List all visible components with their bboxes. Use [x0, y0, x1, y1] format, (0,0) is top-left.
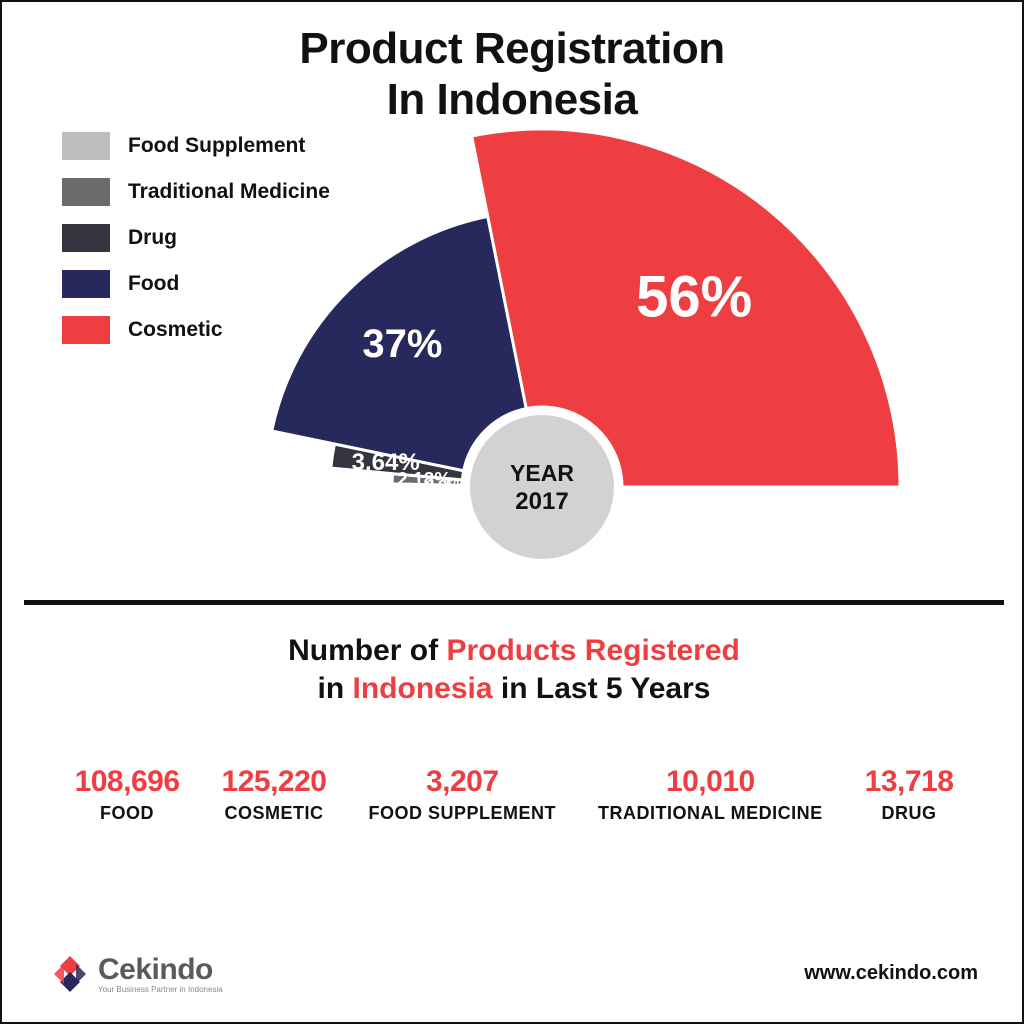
stat-label: FOOD [75, 803, 180, 824]
fan-slice-label: 37% [362, 322, 442, 366]
stat-value: 13,718 [865, 765, 954, 799]
chart-zone: Food SupplementTraditional MedicineDrugF… [2, 122, 1024, 582]
stat-value: 125,220 [222, 765, 327, 799]
stats-title-highlight: Indonesia [353, 672, 493, 705]
legend-swatch [62, 178, 110, 206]
page-title: Product Registration In Indonesia [2, 24, 1022, 125]
stat-item: 125,220 COSMETIC [222, 765, 327, 824]
stat-item: 10,010 TRADITIONAL MEDICINE [598, 765, 823, 824]
stat-value: 10,010 [598, 765, 823, 799]
legend-swatch [62, 224, 110, 252]
stat-item: 108,696 FOOD [75, 765, 180, 824]
logo-text-block: Cekindo Your Business Partner in Indones… [98, 953, 223, 994]
logo-text: Cekindo [98, 953, 223, 987]
fan-slice-label: 56% [636, 265, 752, 330]
stat-label: DRUG [865, 803, 954, 824]
logo-mark-icon [50, 954, 90, 994]
stat-value: 108,696 [75, 765, 180, 799]
stat-label: FOOD SUPPLEMENT [368, 803, 556, 824]
fan-chart: YEAR20170.65%2.18%3.64%37%56% [282, 112, 1002, 592]
stat-label: COSMETIC [222, 803, 327, 824]
legend-label: Food [128, 272, 179, 296]
stats-title: Number of Products Registered in Indones… [2, 632, 1024, 707]
title-line-1: Product Registration [299, 24, 724, 73]
footer-url: www.cekindo.com [804, 962, 978, 985]
legend-swatch [62, 270, 110, 298]
stat-label: TRADITIONAL MEDICINE [598, 803, 823, 824]
footer: Cekindo Your Business Partner in Indones… [2, 953, 1024, 994]
stats-row: 108,696 FOOD 125,220 COSMETIC 3,207 FOOD SUPP… [2, 765, 1024, 824]
stats-title-part: in [318, 672, 353, 705]
legend-swatch [62, 316, 110, 344]
stats-title-highlight: Products Registered [446, 634, 739, 667]
fan-hub-label: 2017 [515, 488, 568, 515]
legend-label: Food Supplement [128, 134, 305, 158]
section-divider [24, 600, 1004, 605]
fan-hub-label: YEAR [510, 460, 574, 486]
stats-title-part: Number of [288, 634, 446, 667]
fan-hub [470, 415, 614, 559]
infographic-page: Product Registration In Indonesia Food S… [0, 0, 1024, 1024]
legend-label: Drug [128, 226, 177, 250]
fan-slice-label: 3.64% [352, 449, 420, 476]
stat-value: 3,207 [368, 765, 556, 799]
brand-logo: Cekindo Your Business Partner in Indones… [50, 953, 223, 994]
stats-section: Number of Products Registered in Indones… [2, 632, 1024, 824]
stat-item: 13,718 DRUG [865, 765, 954, 824]
logo-tagline: Your Business Partner in Indonesia [98, 985, 223, 994]
stats-title-part: in Last 5 Years [493, 672, 711, 705]
legend-swatch [62, 132, 110, 160]
legend-label: Cosmetic [128, 318, 223, 342]
fan-chart-svg: YEAR20170.65%2.18%3.64%37%56% [282, 112, 1002, 592]
stat-item: 3,207 FOOD SUPPLEMENT [368, 765, 556, 824]
